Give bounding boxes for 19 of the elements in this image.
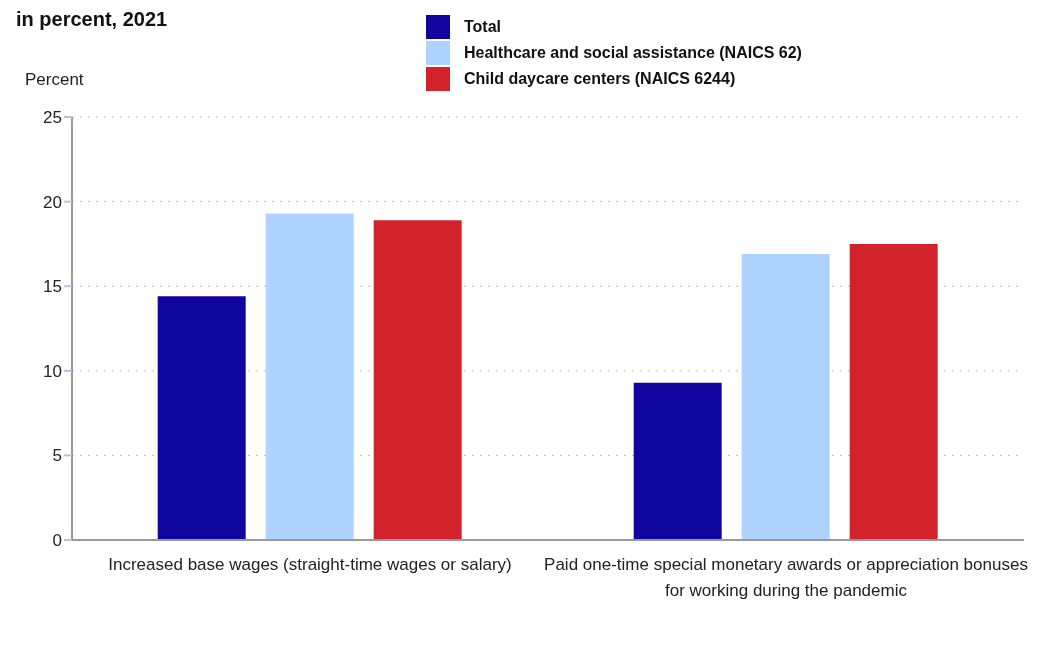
- y-axis-title: Percent: [25, 70, 84, 90]
- x-tick-label: Increased base wages (straight-time wages or salary): [108, 555, 512, 575]
- bar: [373, 220, 462, 540]
- y-tick-label: 25: [43, 108, 62, 128]
- y-tick-label: 0: [52, 531, 62, 551]
- legend-label: Child daycare centers (NAICS 6244): [464, 70, 736, 88]
- legend-label: Healthcare and social assistance (NAICS 62): [464, 44, 802, 62]
- x-tick-label: Paid one-time special monetary awards or appreciation bonuses for working during the pandemic: [544, 555, 1028, 601]
- chart-title: in percent, 2021: [16, 8, 168, 31]
- bar: [157, 296, 246, 540]
- bar: [633, 382, 722, 540]
- y-tick-label: 5: [52, 446, 62, 466]
- bar: [265, 213, 354, 540]
- y-tick-label: 10: [43, 361, 62, 381]
- bar: [849, 243, 938, 540]
- bar: [741, 254, 830, 540]
- y-tick-label: 20: [43, 192, 62, 212]
- y-tick-label: 15: [43, 277, 62, 297]
- legend-label: Total: [464, 18, 502, 36]
